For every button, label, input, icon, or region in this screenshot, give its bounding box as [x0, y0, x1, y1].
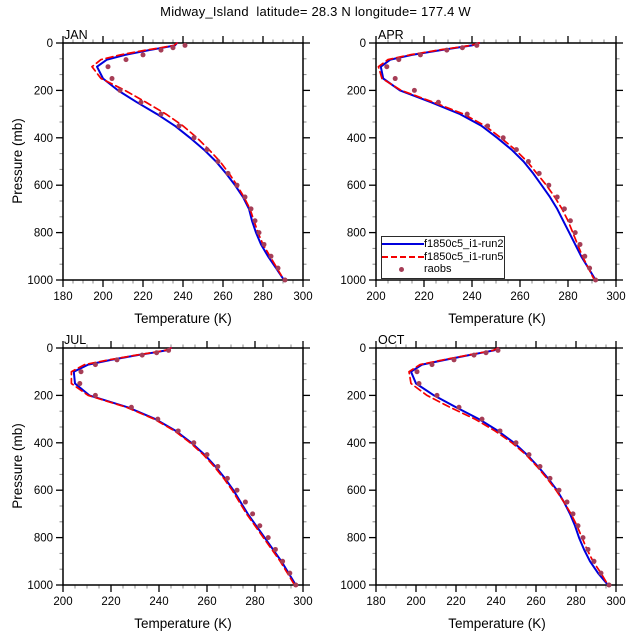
xaxis-title-jan: Temperature (K) — [134, 311, 232, 326]
svg-text:260: 260 — [213, 291, 232, 303]
xaxis-title-oct: Temperature (K) — [448, 616, 546, 631]
svg-text:200: 200 — [406, 596, 425, 608]
page-title: Midway_Island latitude= 28.3 N longitude… — [160, 4, 471, 19]
panel-label-jan: JAN — [64, 28, 88, 42]
svg-text:300: 300 — [293, 291, 312, 303]
svg-text:300: 300 — [293, 596, 312, 608]
svg-text:180: 180 — [53, 291, 72, 303]
legend: f1850c5_i1-run2 f1850c5_i1-run5 raobs — [381, 236, 505, 279]
svg-text:1000: 1000 — [340, 580, 366, 592]
svg-text:800: 800 — [347, 228, 366, 240]
legend-row-raobs: raobs — [382, 263, 504, 276]
svg-text:0: 0 — [47, 38, 53, 50]
xaxis-title-jul: Temperature (K) — [134, 616, 232, 631]
yaxis-title-bottom-row: Pressure (mb) — [10, 423, 25, 509]
panel-label-oct: OCT — [378, 333, 405, 347]
svg-text:400: 400 — [347, 438, 366, 450]
svg-text:0: 0 — [47, 343, 53, 355]
jan-chart-panel: 180 200 220 240 260 280 300 0 200 400 600 800 1000 — [27, 36, 313, 303]
svg-text:220: 220 — [101, 596, 120, 608]
svg-text:280: 280 — [253, 291, 272, 303]
svg-text:200: 200 — [347, 85, 366, 97]
svg-text:200: 200 — [366, 291, 385, 303]
svg-text:800: 800 — [34, 533, 53, 545]
legend-label: raobs — [424, 263, 452, 276]
svg-text:1000: 1000 — [340, 275, 366, 287]
svg-text:400: 400 — [347, 133, 366, 145]
svg-text:220: 220 — [133, 291, 152, 303]
yaxis-title-top-row: Pressure (mb) — [10, 118, 25, 204]
svg-text:260: 260 — [197, 596, 216, 608]
svg-text:600: 600 — [347, 485, 366, 497]
svg-text:600: 600 — [347, 180, 366, 192]
svg-text:600: 600 — [34, 180, 53, 192]
svg-text:0: 0 — [360, 343, 366, 355]
jul-chart-panel: 200 220 240 260 280 300 0 200 400 600 800 1000 — [27, 341, 313, 608]
svg-text:600: 600 — [34, 485, 53, 497]
svg-text:400: 400 — [34, 438, 53, 450]
svg-text:200: 200 — [34, 85, 53, 97]
svg-text:260: 260 — [526, 596, 545, 608]
svg-text:220: 220 — [414, 291, 433, 303]
svg-text:260: 260 — [510, 291, 529, 303]
svg-text:1000: 1000 — [27, 275, 53, 287]
svg-text:300: 300 — [606, 596, 625, 608]
legend-label: f1850c5_i1-run5 — [424, 250, 504, 263]
svg-text:0: 0 — [360, 38, 366, 50]
svg-text:200: 200 — [34, 390, 53, 402]
svg-text:200: 200 — [93, 291, 112, 303]
svg-text:220: 220 — [446, 596, 465, 608]
svg-text:240: 240 — [149, 596, 168, 608]
svg-text:800: 800 — [347, 533, 366, 545]
svg-text:280: 280 — [566, 596, 585, 608]
svg-text:240: 240 — [486, 596, 505, 608]
svg-text:280: 280 — [558, 291, 577, 303]
solid-line-swatch — [382, 243, 424, 246]
panel-label-jul: JUL — [64, 333, 87, 347]
svg-text:400: 400 — [34, 133, 53, 145]
svg-text:240: 240 — [462, 291, 481, 303]
apr-chart-panel: 200 220 240 260 280 300 0 200 400 600 800 1000 — [340, 36, 626, 303]
svg-text:1000: 1000 — [27, 580, 53, 592]
xaxis-title-apr: Temperature (K) — [448, 311, 546, 326]
svg-text:200: 200 — [347, 390, 366, 402]
panel-label-apr: APR — [378, 28, 404, 42]
dot-swatch — [382, 266, 424, 272]
svg-text:180: 180 — [366, 596, 385, 608]
svg-text:200: 200 — [53, 596, 72, 608]
svg-text:280: 280 — [245, 596, 264, 608]
svg-text:300: 300 — [606, 291, 625, 303]
oct-chart-panel: 180 200 220 240 260 280 300 0 200 400 600 800 1000 — [340, 341, 626, 608]
svg-text:800: 800 — [34, 228, 53, 240]
dashed-line-swatch — [382, 255, 424, 258]
legend-row-run2: f1850c5_i1-run2 — [382, 238, 504, 251]
legend-label: f1850c5_i1-run2 — [424, 238, 504, 251]
svg-text:240: 240 — [173, 291, 192, 303]
legend-row-run5: f1850c5_i1-run5 — [382, 251, 504, 264]
